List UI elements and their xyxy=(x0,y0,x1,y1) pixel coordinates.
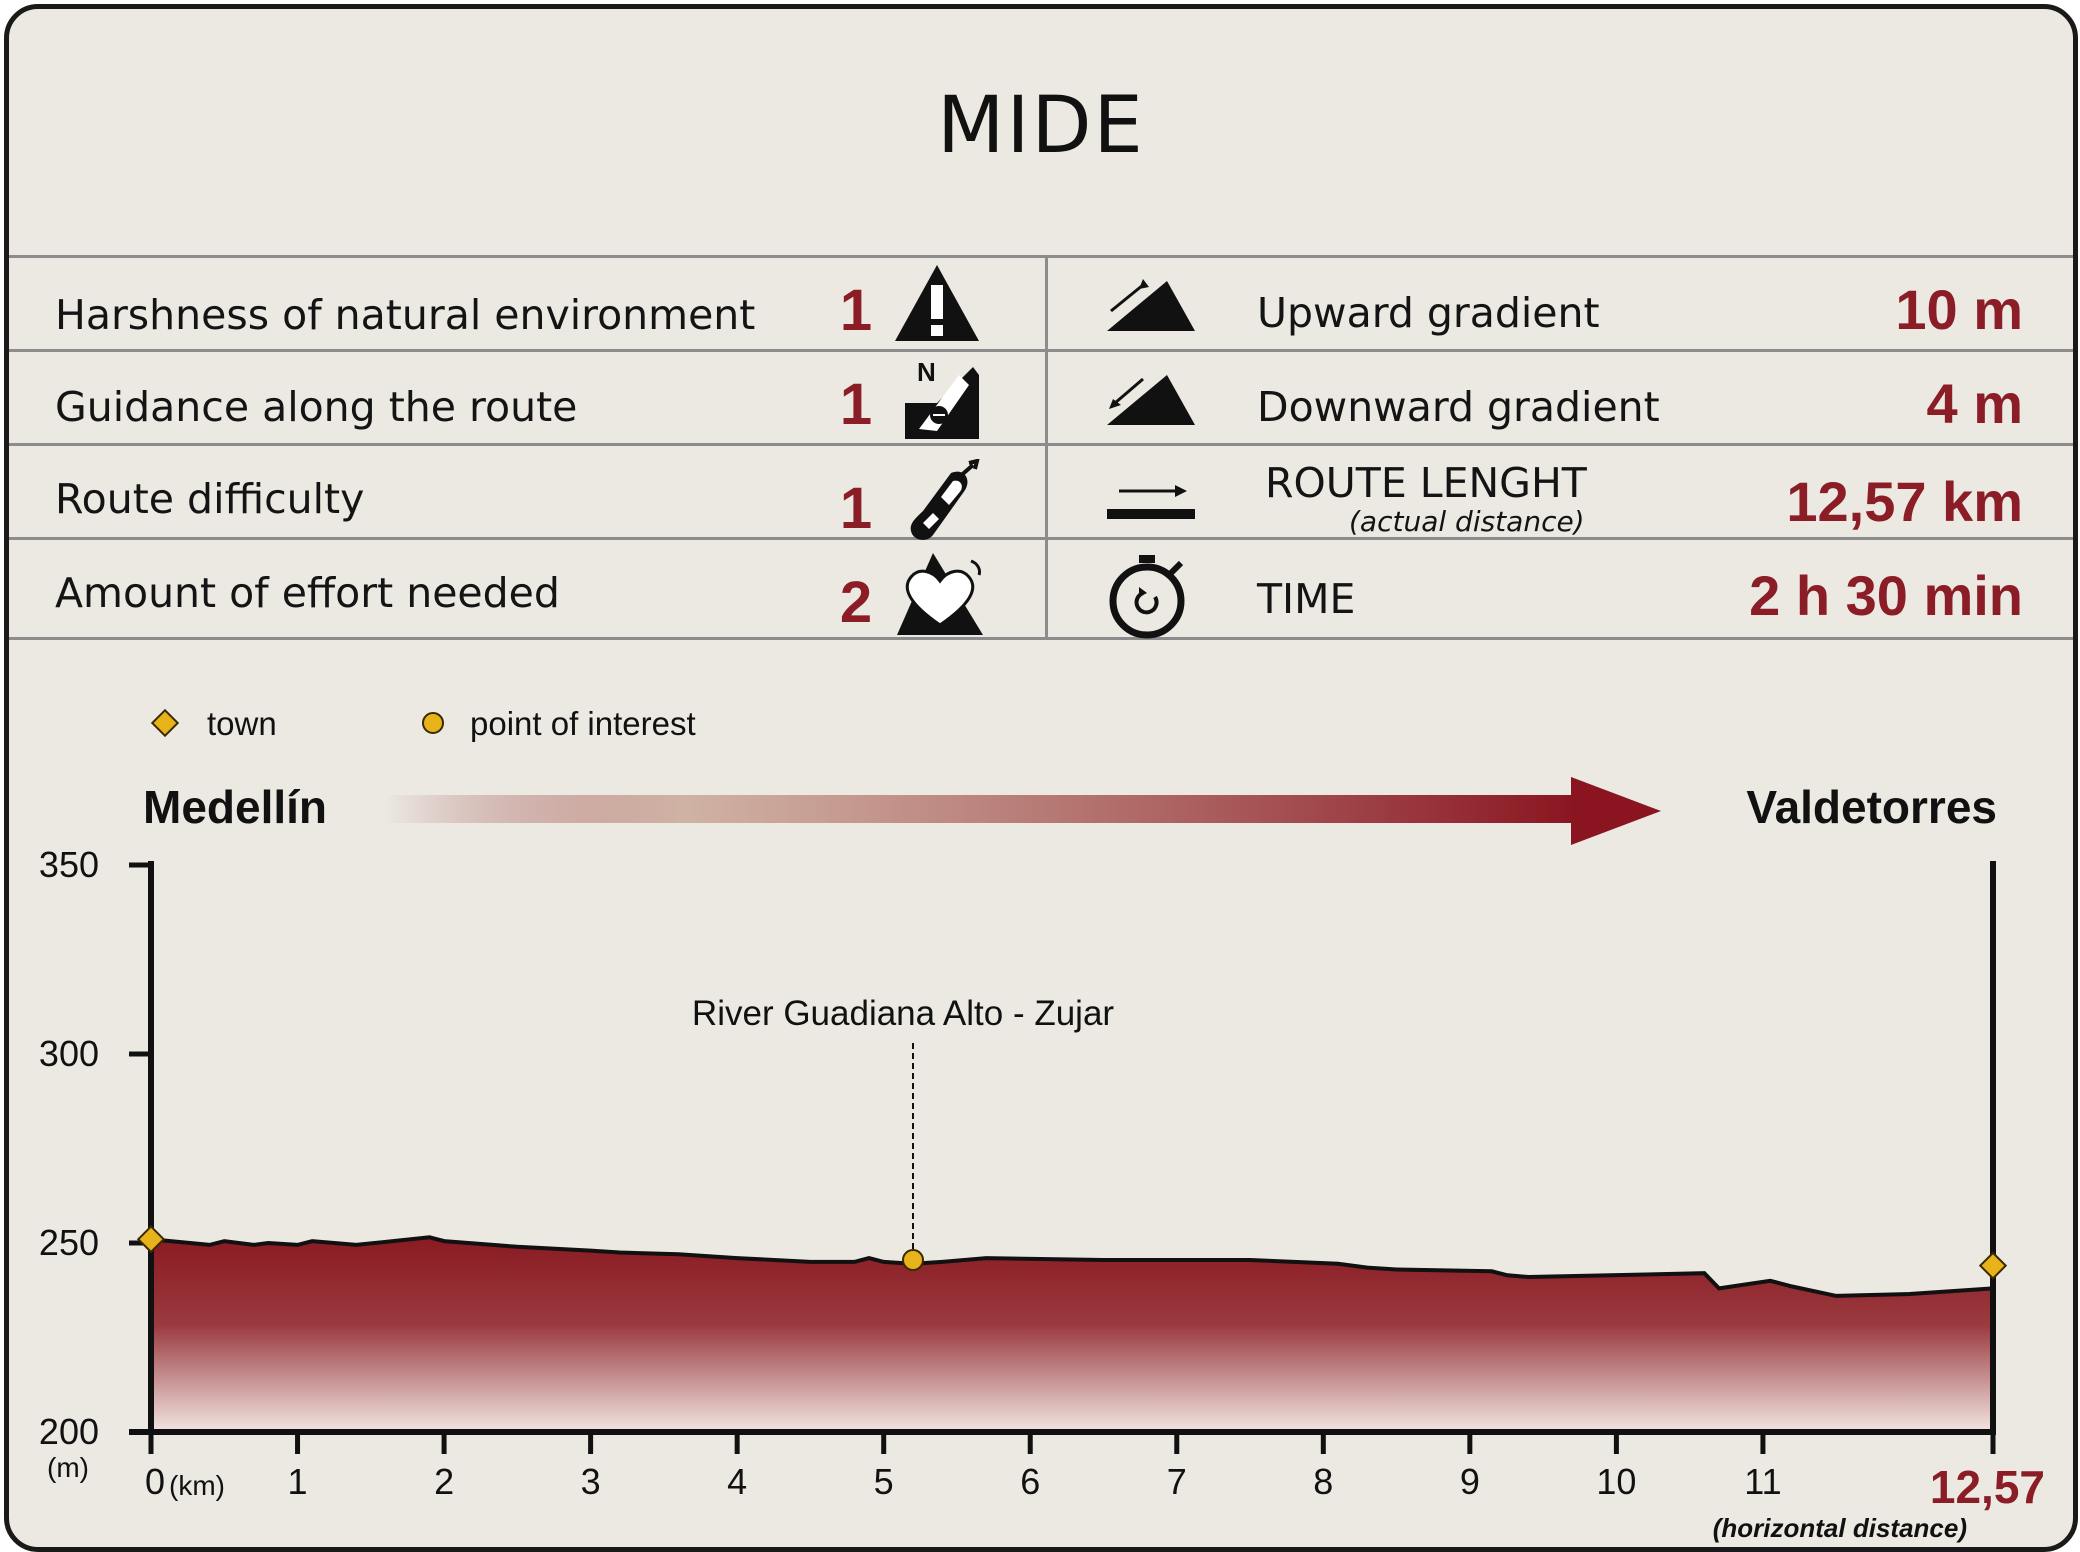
warning-mountain-icon xyxy=(895,265,979,341)
time-value: 2 h 30 min xyxy=(1749,564,2023,627)
legend-town-label: town xyxy=(207,705,277,742)
y-tick-label: 300 xyxy=(39,1033,99,1074)
route-length-value: 12,57 km xyxy=(1786,470,2023,533)
svg-text:N: N xyxy=(917,357,936,387)
effort-label: Amount of effort needed xyxy=(55,569,560,617)
x-tick-label: 11 xyxy=(1744,1461,1781,1502)
profile-area xyxy=(151,1237,1993,1432)
effort-value: 2 xyxy=(839,570,873,635)
table-divider xyxy=(9,349,2073,352)
x-tick-label: 2 xyxy=(434,1461,454,1502)
difficulty-label: Route difficulty xyxy=(55,475,365,523)
end-town-label: Valdetorres xyxy=(1746,781,1997,833)
upward-gradient-value: 10 m xyxy=(1895,278,2023,341)
x-tick-label: 9 xyxy=(1460,1461,1480,1502)
table-divider xyxy=(9,443,2073,446)
town-marker xyxy=(136,1225,166,1254)
legend-poi-label: point of interest xyxy=(470,705,696,742)
x-tick-label: 8 xyxy=(1313,1461,1333,1502)
route-length-label: ROUTE LENGHT xyxy=(1265,459,1587,507)
table-divider xyxy=(9,255,2073,258)
guidance-label: Guidance along the route xyxy=(55,383,578,431)
route-length-sublabel: (actual distance) xyxy=(1349,505,1585,538)
x-unit-label: (km) xyxy=(169,1470,225,1501)
downward-gradient-label: Downward gradient xyxy=(1257,383,1660,431)
upward-gradient-label: Upward gradient xyxy=(1257,289,1600,337)
x-end-label: 12,57 xyxy=(1930,1461,2045,1513)
y-tick-label: 200 xyxy=(39,1411,99,1452)
legend-poi-marker xyxy=(422,712,444,734)
stopwatch-icon xyxy=(1109,555,1185,639)
compass-orientation-icon: N xyxy=(905,357,979,439)
poi-label: River Guadiana Alto - Zujar xyxy=(692,994,1114,1033)
guidance-value: 1 xyxy=(839,372,873,437)
downward-gradient-value: 4 m xyxy=(1926,372,2024,435)
x-tick-label: 4 xyxy=(727,1461,747,1502)
x-tick-label: 10 xyxy=(1596,1461,1636,1502)
direction-arrow-head xyxy=(1571,777,1661,845)
distance-arrow-icon xyxy=(1107,485,1195,519)
poi-marker xyxy=(902,1249,925,1272)
y-tick-label: 250 xyxy=(39,1222,99,1263)
legend-town-marker xyxy=(150,708,180,738)
start-town-label: Medellín xyxy=(143,781,327,833)
direction-arrow-shaft xyxy=(385,795,1575,823)
table-column-divider xyxy=(1045,255,1048,640)
page-title: MIDE xyxy=(937,81,1145,171)
y-unit-label: (m) xyxy=(47,1452,89,1483)
x-tick-label: 5 xyxy=(874,1461,894,1502)
harshness-value: 1 xyxy=(839,278,873,343)
footprint-icon xyxy=(910,459,980,540)
y-tick-label: 350 xyxy=(39,844,99,885)
x-tick-label: 7 xyxy=(1167,1461,1187,1502)
heart-mountain-icon xyxy=(897,553,983,635)
x-note-label: (horizontal distance) xyxy=(1713,1513,1967,1543)
time-label: TIME xyxy=(1257,575,1356,623)
x-tick-label: 0 xyxy=(145,1461,165,1502)
x-tick-label: 6 xyxy=(1020,1461,1040,1502)
harshness-label: Harshness of natural environment xyxy=(55,291,756,339)
x-tick-label: 3 xyxy=(581,1461,601,1502)
mide-card: MIDE Harshness of natural environment 1 … xyxy=(4,4,2078,1552)
downward-slope-icon xyxy=(1107,375,1195,425)
upward-slope-icon xyxy=(1107,279,1195,331)
table-divider xyxy=(9,537,2073,540)
x-tick-label: 1 xyxy=(288,1461,308,1502)
profile-plot-area: 200 250 300 350 0 1 2 3 4 5 6 7 8 9 10 11 River Guadiana… xyxy=(39,844,2008,1502)
difficulty-value: 1 xyxy=(839,476,873,541)
town-marker xyxy=(1978,1251,2008,1280)
elevation-profile-chart: town point of interest Medellín Valdetor… xyxy=(39,705,2045,1543)
table-divider xyxy=(9,637,2073,640)
